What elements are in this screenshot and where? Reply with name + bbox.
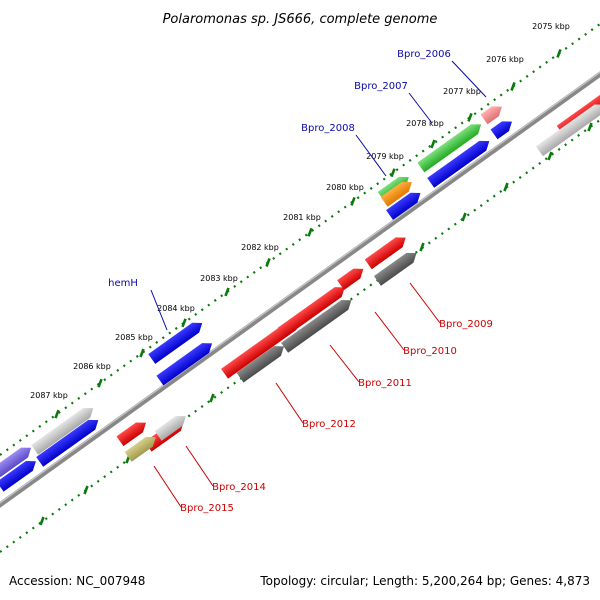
leader-line bbox=[185, 445, 214, 487]
tick-mark bbox=[209, 393, 215, 403]
gene-label: Bpro_2006 bbox=[397, 49, 451, 60]
tick-mark bbox=[224, 287, 230, 297]
gene-label: Bpro_2012 bbox=[302, 419, 356, 430]
gene-arrow bbox=[490, 121, 512, 140]
gene-label: Bpro_2009 bbox=[439, 319, 493, 330]
map-title: Polaromonas sp. JS666, complete genome bbox=[163, 12, 438, 27]
tick-label: 2077 kbp bbox=[443, 87, 481, 96]
tick-mark bbox=[390, 168, 396, 178]
gene-arrow bbox=[337, 268, 364, 291]
genome-summary-text: Topology: circular; Length: 5,200,264 bp… bbox=[260, 574, 590, 588]
gene-arrow bbox=[380, 181, 412, 207]
gene-arrow bbox=[124, 436, 156, 462]
tick-label: 2083 kbp bbox=[200, 274, 238, 283]
leader-line bbox=[355, 134, 387, 177]
tick-mark bbox=[587, 122, 593, 132]
gene-label: hemH bbox=[108, 278, 138, 289]
gene-arrow bbox=[0, 447, 32, 478]
tick-mark bbox=[556, 48, 562, 58]
gene-arrow bbox=[221, 320, 300, 379]
gene-arrow bbox=[417, 124, 482, 173]
label-leaders bbox=[150, 60, 487, 508]
tick-mark bbox=[419, 242, 425, 252]
gene-arrow bbox=[236, 346, 284, 383]
tick-mark bbox=[350, 196, 356, 206]
tick-label: 2086 kbp bbox=[73, 362, 111, 371]
gene-arrow bbox=[386, 192, 421, 220]
gene-arrow bbox=[277, 287, 345, 338]
leader-line bbox=[275, 382, 304, 424]
tick-mark bbox=[510, 82, 516, 91]
tick-mark bbox=[430, 139, 436, 149]
gene-arrow bbox=[116, 422, 147, 447]
tick-mark bbox=[139, 348, 145, 358]
gene-arrow bbox=[480, 106, 502, 125]
gene-label: Bpro_2010 bbox=[403, 346, 457, 357]
accession-text: Accession: NC_007948 bbox=[9, 574, 146, 588]
tick-mark bbox=[97, 378, 103, 388]
tick-label: 2078 kbp bbox=[406, 119, 444, 128]
leader-line bbox=[409, 282, 441, 324]
gene-labels: Bpro_2006 Bpro_2007 Bpro_2008 hemH Bpro_2009… bbox=[108, 49, 493, 514]
leader-line bbox=[150, 289, 168, 331]
gene-arrow bbox=[148, 322, 203, 364]
gene-arrow bbox=[0, 460, 36, 492]
tick-label: 2084 kbp bbox=[157, 304, 195, 313]
tick-mark bbox=[547, 151, 553, 161]
gene-label: Bpro_2014 bbox=[212, 482, 266, 493]
tick-mark bbox=[83, 485, 89, 495]
leader-line bbox=[374, 311, 405, 351]
gene-features bbox=[0, 85, 600, 492]
tick-mark bbox=[503, 182, 509, 192]
tick-mark bbox=[39, 516, 45, 526]
leader-line bbox=[451, 60, 487, 98]
tick-mark bbox=[181, 318, 187, 328]
tick-label: 2075 kbp bbox=[532, 22, 570, 31]
gene-arrow bbox=[364, 237, 406, 270]
gene-arrow bbox=[154, 415, 186, 441]
tick-label: 2082 kbp bbox=[241, 243, 279, 252]
tick-label: 2087 kbp bbox=[30, 391, 68, 400]
gene-label: Bpro_2015 bbox=[180, 503, 234, 514]
tick-mark bbox=[265, 258, 271, 267]
tick-label: 2081 kbp bbox=[283, 213, 321, 222]
tick-label: 2079 kbp bbox=[366, 152, 404, 161]
gene-arrow bbox=[535, 104, 600, 157]
gene-arrow bbox=[31, 407, 94, 455]
tick-label: 2080 kbp bbox=[326, 183, 364, 192]
backbone-line bbox=[0, 71, 600, 508]
kbp-ticks: 2075 kbp 2076 kbp 2077 kbp 2078 kbp 2079 kbp… bbox=[30, 22, 593, 526]
backbone-highlight bbox=[0, 71, 600, 504]
gene-arrow bbox=[427, 140, 490, 188]
tick-label: 2076 kbp bbox=[486, 55, 524, 64]
gene-label: Bpro_2008 bbox=[301, 123, 355, 134]
gene-arrow bbox=[156, 343, 213, 386]
leader-line bbox=[329, 344, 360, 383]
tick-mark bbox=[54, 409, 60, 419]
gene-label: Bpro_2007 bbox=[354, 81, 408, 92]
gene-label: Bpro_2011 bbox=[358, 378, 412, 389]
leader-line bbox=[153, 465, 182, 508]
tick-mark bbox=[461, 212, 467, 222]
gene-arrow bbox=[281, 299, 352, 353]
gene-arrow bbox=[373, 252, 417, 286]
tick-track-outer bbox=[0, 23, 600, 456]
tick-mark bbox=[467, 112, 473, 122]
leader-line bbox=[408, 92, 433, 124]
gene-arrow bbox=[36, 419, 99, 467]
tick-mark bbox=[307, 227, 313, 237]
tick-label: 2085 kbp bbox=[115, 333, 153, 342]
